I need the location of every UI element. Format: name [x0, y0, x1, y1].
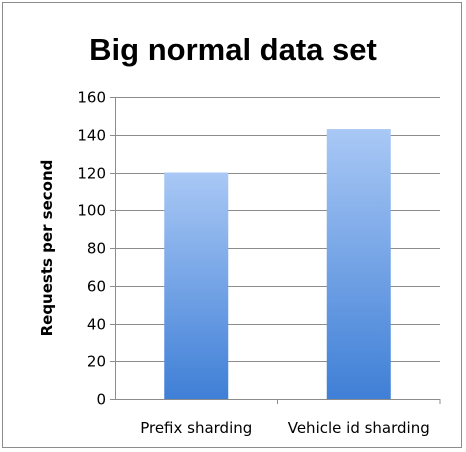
- chart-title: Big normal data set: [89, 32, 377, 67]
- grid-lines: [115, 97, 440, 362]
- y-tick-label: 40: [87, 316, 106, 334]
- x-axis-categories: Prefix sharding Vehicle id sharding: [140, 399, 441, 437]
- bar-0: [164, 172, 229, 399]
- y-tick-label: 0: [96, 391, 106, 409]
- bars: [164, 129, 391, 399]
- y-tick-label: 160: [77, 89, 106, 107]
- x-category-label: Vehicle id sharding: [288, 419, 430, 437]
- bar-1: [326, 129, 391, 399]
- y-tick-label: 100: [77, 202, 106, 220]
- y-tick-label: 60: [87, 278, 106, 296]
- y-tick-label: 140: [77, 127, 106, 145]
- y-axis-ticks: 0 20 40 60 80 100 120 140 160: [77, 89, 115, 409]
- y-tick-label: 120: [77, 165, 106, 183]
- x-category-label: Prefix sharding: [140, 419, 252, 437]
- y-axis-label: Requests per second: [38, 160, 56, 337]
- y-tick-label: 20: [87, 353, 106, 371]
- y-tick-label: 80: [87, 240, 106, 258]
